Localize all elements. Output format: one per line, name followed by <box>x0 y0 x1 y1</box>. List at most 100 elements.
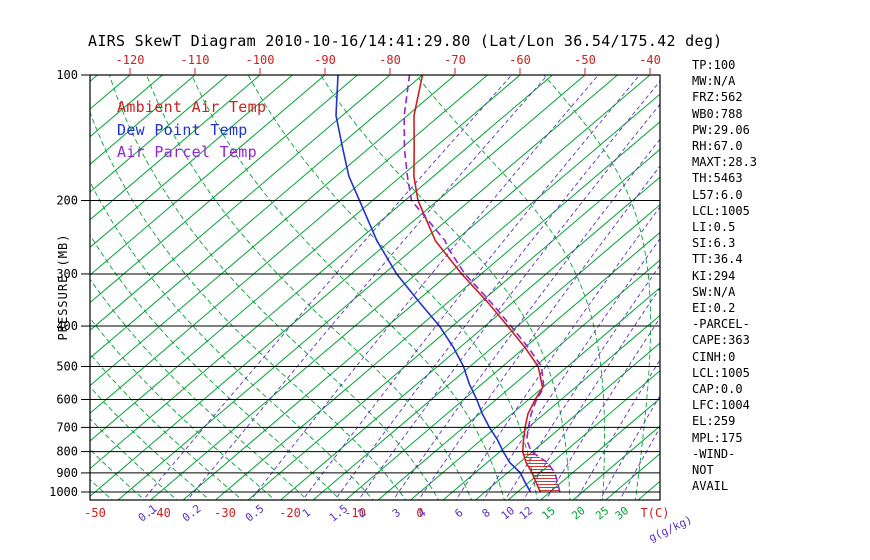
top-temp-label: -80 <box>379 53 401 67</box>
stat-line: KI:294 <box>692 268 736 283</box>
stat-line: AVAIL <box>692 479 729 494</box>
stat-line: RH:67.0 <box>692 139 743 154</box>
moist-adiabat-line <box>191 75 505 500</box>
mixing-ratio-label: 12 <box>517 504 535 522</box>
legend-parcel-temp: Air Parcel Temp <box>117 143 257 161</box>
isotherm-line <box>377 259 660 500</box>
stat-line: LI:0.5 <box>692 220 736 235</box>
bottom-temp-label: -20 <box>279 506 301 520</box>
top-temp-label: -90 <box>314 53 336 67</box>
isotherm-line <box>442 314 660 500</box>
bottom-temp-label: 0 <box>416 506 423 520</box>
mixing-ratio-line <box>334 80 660 500</box>
stat-line: WB0:788 <box>692 106 743 121</box>
isotherm-line <box>90 75 358 304</box>
top-temp-label: -50 <box>574 53 596 67</box>
stat-line: LCL:1005 <box>692 365 750 380</box>
mixing-ratio-line <box>545 317 660 500</box>
stat-line: LCL:1005 <box>692 203 750 218</box>
pressure-tick-label: 400 <box>56 319 78 333</box>
top-temp-axis: -120 -110 -100 -90 -80 -70 -60 -50 -40 <box>116 53 661 75</box>
stat-line: CAPE:363 <box>692 333 750 348</box>
stat-line: TH:5463 <box>692 171 743 186</box>
chart-legend: Ambient Air Temp Dew Point Temp Air Parc… <box>117 96 266 164</box>
isotherm-line <box>90 75 228 193</box>
isotherm-line <box>90 75 521 442</box>
bottom-temp-axis: -50 -40 -30 -20 -10 0 T(C) <box>84 506 669 520</box>
top-temp-label: -120 <box>116 53 145 67</box>
isotherm-line <box>247 148 660 500</box>
stat-line: -WIND- <box>692 446 736 461</box>
stats-panel: TP:100 MW:N/A FRZ:562 WB0:788 PW:29.06 RH:67.… <box>692 57 757 494</box>
moist-adiabat-line <box>863 75 870 503</box>
mixing-ratio-line <box>522 287 660 500</box>
moist-adiabat-line <box>90 317 276 500</box>
pressure-tick-label: 700 <box>56 420 78 434</box>
bottom-temp-label: -40 <box>149 506 171 520</box>
bottom-temp-label: -10 <box>344 506 366 520</box>
stat-line: SW:N/A <box>692 284 736 299</box>
moist-adiabat-line <box>90 352 243 500</box>
pressure-tick-label: 300 <box>56 267 78 281</box>
isotherms-group <box>90 75 660 500</box>
mixing-ratio-label: 15 <box>539 504 557 522</box>
stat-line: EI:0.2 <box>692 301 736 316</box>
isotherm-line <box>90 75 98 83</box>
isotherm-line <box>345 231 660 500</box>
mixing-ratio-label: 0.5 <box>243 502 267 524</box>
stat-line: NOT <box>692 463 714 478</box>
isotherm-line <box>90 75 326 276</box>
mixing-ratio-label: 6 <box>452 506 465 520</box>
top-temp-label: -60 <box>509 53 531 67</box>
pressure-tick-label: 500 <box>56 359 78 373</box>
chart-background-lines <box>90 75 870 503</box>
pressure-tick-label: 800 <box>56 445 78 459</box>
moist-adiabat-line <box>765 75 870 503</box>
stat-line: TP:100 <box>692 58 736 72</box>
isotherm-line <box>90 75 553 470</box>
legend-ambient-temp: Ambient Air Temp <box>117 98 267 116</box>
isotherm-line <box>312 204 660 500</box>
isotherm-line <box>475 342 660 500</box>
top-temp-label: -40 <box>639 53 661 67</box>
stat-line: MPL:175 <box>692 430 743 445</box>
stat-line: MW:N/A <box>692 74 736 89</box>
pressure-axis-labels: 100 200 300 400 500 600 700 800 900 1000 <box>49 68 78 499</box>
moist-adiabat-line <box>247 75 538 500</box>
moist-adiabat-line <box>320 75 571 500</box>
isotherm-line <box>215 121 660 500</box>
isotherm-line <box>507 370 660 500</box>
mixing-ratio-line <box>302 75 640 500</box>
mixing-ratio-label: 3 <box>390 506 403 520</box>
stat-line: CAP:0.0 <box>692 382 743 397</box>
dewpoint-curve <box>335 75 532 493</box>
isotherm-line <box>280 176 660 500</box>
mixing-ratio-line <box>504 264 660 500</box>
isotherm-line <box>150 75 651 500</box>
isotherm-line <box>90 75 586 497</box>
stat-line: L57:6.0 <box>692 187 743 202</box>
isotherm-line <box>90 75 391 331</box>
mixing-ratio-label: 25 <box>593 504 611 522</box>
cape-hatch-area <box>522 451 560 492</box>
pressure-tick-label: 900 <box>56 466 78 480</box>
bottom-temp-label: -50 <box>84 506 106 520</box>
pressure-tick-label: 1000 <box>49 485 78 499</box>
mixing-ratio-line <box>392 138 660 500</box>
mixing-ratio-label: 1 <box>300 506 313 520</box>
plot-frame <box>89 74 661 501</box>
isotherm-line <box>117 75 618 500</box>
isotherm-line <box>410 287 660 500</box>
stat-line: TT:36.4 <box>692 252 743 267</box>
stat-line: -PARCEL- <box>692 317 750 332</box>
stat-line: CINH:0 <box>692 349 736 364</box>
isotherm-line <box>90 75 196 165</box>
top-temp-label: -110 <box>181 53 210 67</box>
isotherm-line <box>90 75 456 387</box>
parcel-temp-curve <box>403 75 561 493</box>
top-temp-label: -100 <box>246 53 275 67</box>
pressure-tick-label: 100 <box>56 68 78 82</box>
stat-line: FRZ:562 <box>692 90 743 105</box>
